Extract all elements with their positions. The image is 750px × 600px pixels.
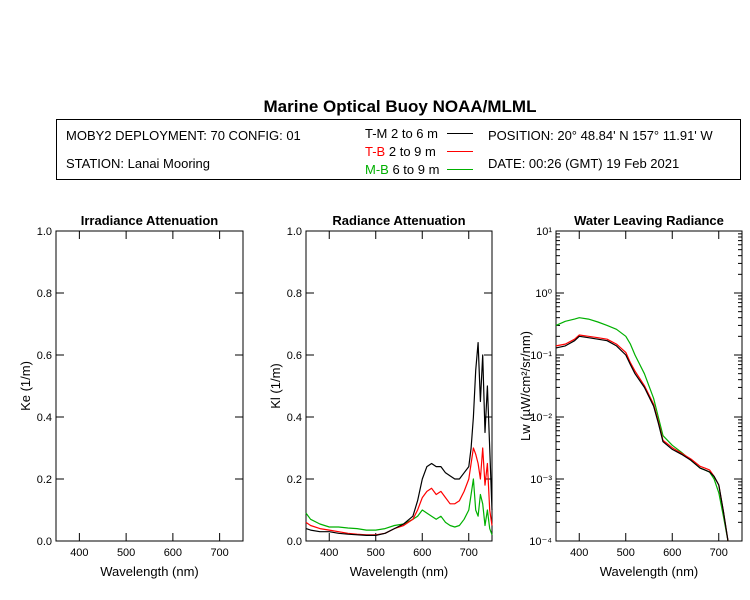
x-tick-label: 500 xyxy=(117,547,135,559)
y-tick-label: 0.0 xyxy=(37,536,52,548)
x-axis-label: Wavelength (nm) xyxy=(100,564,199,579)
position-text: POSITION: 20° 48.84' N 157° 11.91' W xyxy=(488,128,713,143)
y-tick-label: 10⁰ xyxy=(535,288,552,300)
x-tick-label: 600 xyxy=(164,547,182,559)
panel-title: Radiance Attenuation xyxy=(332,213,465,228)
series-line-t-b xyxy=(305,447,493,536)
station-text: STATION: Lanai Mooring xyxy=(66,156,211,171)
y-tick-label: 0.6 xyxy=(37,350,52,362)
legend-range: 2 to 9 m xyxy=(388,144,436,159)
date-text: DATE: 00:26 (GMT) 19 Feb 2021 xyxy=(488,156,680,171)
series-line-t-m xyxy=(305,342,493,537)
plot-frame xyxy=(305,230,493,542)
x-axis-label: Wavelength (nm) xyxy=(600,564,699,579)
series-line-m-b xyxy=(305,478,493,536)
y-tick-label: 0.2 xyxy=(37,474,52,486)
panel-title: Water Leaving Radiance xyxy=(574,213,724,228)
legend-line-tb xyxy=(447,151,473,152)
y-tick-label: 0.0 xyxy=(287,536,302,548)
legend-line-mb xyxy=(447,169,473,170)
legend-range: 2 to 6 m xyxy=(391,126,438,141)
plot-frame xyxy=(555,230,743,542)
y-tick-label: 0.8 xyxy=(37,288,52,300)
x-axis-label: Wavelength (nm) xyxy=(350,564,449,579)
y-tick-label: 1.0 xyxy=(287,226,302,238)
x-tick-label: 600 xyxy=(413,547,431,559)
y-tick-label: 10⁻² xyxy=(530,412,552,424)
x-tick-label: 600 xyxy=(663,547,681,559)
legend-range: 6 to 9 m xyxy=(392,162,440,177)
y-axis-label: Lw (µW/cm²/sr/nm) xyxy=(518,331,533,441)
series-line-t-b xyxy=(555,334,729,542)
chart-title: Marine Optical Buoy NOAA/MLML xyxy=(263,97,537,116)
y-axis-label: Kl (1/m) xyxy=(268,363,283,409)
y-tick-label: 0.4 xyxy=(287,412,302,424)
x-tick-label: 500 xyxy=(617,547,635,559)
y-axis-label: Ke (1/m) xyxy=(18,361,33,411)
info-box: MOBY2 DEPLOYMENT: 70 CONFIG: 01 STATION:… xyxy=(56,119,741,180)
series-line-m-b xyxy=(555,317,729,542)
x-tick-label: 500 xyxy=(367,547,385,559)
y-tick-label: 1.0 xyxy=(37,226,52,238)
x-tick-label: 700 xyxy=(710,547,728,559)
legend-entry-mb: M-B 6 to 9 m xyxy=(365,162,439,177)
y-tick-label: 0.8 xyxy=(287,288,302,300)
x-tick-label: 400 xyxy=(70,547,88,559)
series-line-t-m xyxy=(555,335,729,542)
y-tick-label: 10⁻³ xyxy=(530,474,552,486)
y-tick-label: 0.2 xyxy=(287,474,302,486)
legend-code: T-M xyxy=(365,126,388,141)
deployment-text: MOBY2 DEPLOYMENT: 70 CONFIG: 01 xyxy=(66,128,301,143)
y-tick-label: 10⁻⁴ xyxy=(529,536,552,548)
plot-frame xyxy=(55,230,244,542)
y-tick-label: 0.4 xyxy=(37,412,52,424)
legend-code: T-B xyxy=(365,144,386,159)
y-tick-label: 10⁻¹ xyxy=(530,350,552,362)
legend-entry-tm: T-M 2 to 6 m xyxy=(365,126,438,141)
x-tick-label: 700 xyxy=(210,547,228,559)
x-tick-label: 400 xyxy=(570,547,588,559)
panel-title: Irradiance Attenuation xyxy=(81,213,219,228)
y-tick-label: 0.6 xyxy=(287,350,302,362)
y-tick-label: 10¹ xyxy=(536,226,552,238)
legend-line-tm xyxy=(447,133,473,134)
legend-code: M-B xyxy=(365,162,389,177)
x-tick-label: 700 xyxy=(460,547,478,559)
legend-entry-tb: T-B 2 to 9 m xyxy=(365,144,436,159)
x-tick-label: 400 xyxy=(320,547,338,559)
